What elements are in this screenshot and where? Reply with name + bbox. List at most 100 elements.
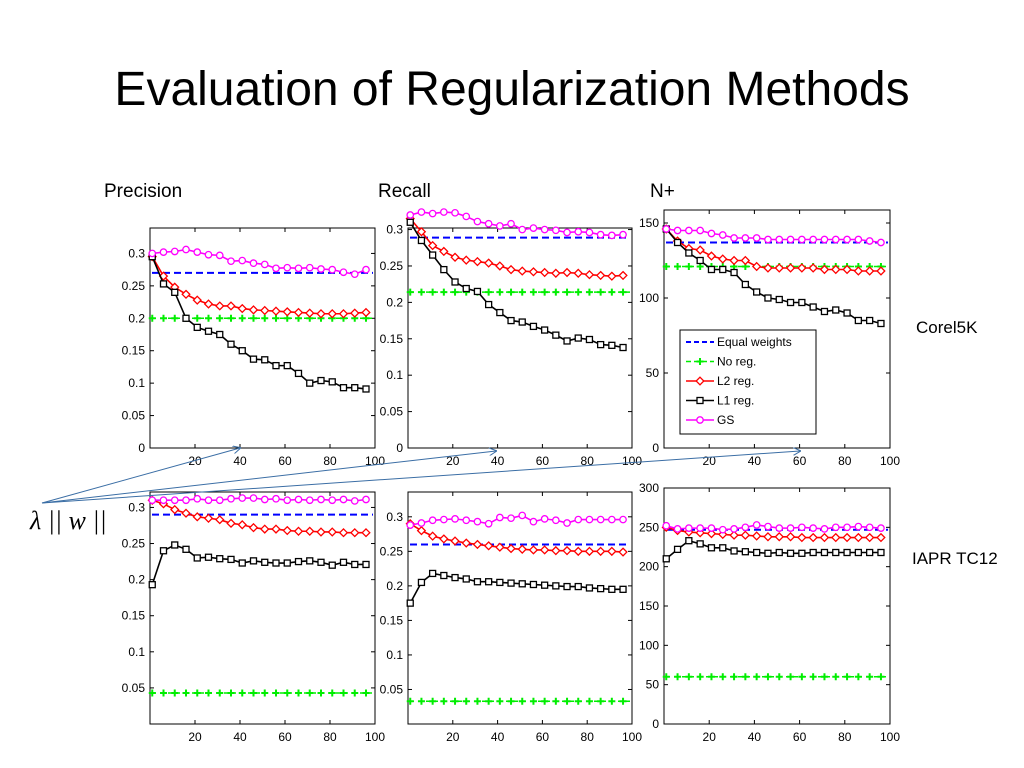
data-point <box>574 582 582 591</box>
data-point <box>261 314 269 322</box>
data-point <box>786 549 795 557</box>
data-point <box>853 532 864 543</box>
data-point <box>339 558 348 566</box>
data-point <box>416 525 427 536</box>
data-point <box>496 308 504 317</box>
data-point <box>316 527 326 537</box>
data-point <box>462 284 470 293</box>
series-l1-reg <box>662 225 885 328</box>
data-point <box>518 511 527 520</box>
data-point <box>293 526 304 536</box>
data-point <box>182 689 190 697</box>
y-tick-label: 0 <box>396 441 403 455</box>
lambda-arrows <box>41 448 800 504</box>
data-point <box>483 541 494 551</box>
data-point <box>496 697 504 705</box>
data-point <box>809 548 817 557</box>
series-no-reg <box>662 673 888 681</box>
x-tick-label: 100 <box>622 730 642 744</box>
y-tick-label: 0.2 <box>386 295 403 309</box>
data-point <box>563 288 571 296</box>
data-point <box>753 548 761 557</box>
data-point <box>752 234 761 242</box>
y-tick-label: 0.1 <box>386 368 403 382</box>
data-point <box>350 270 359 279</box>
data-point <box>462 575 470 583</box>
data-point <box>707 265 716 274</box>
data-point <box>832 673 840 681</box>
data-point <box>215 496 224 505</box>
data-point <box>529 517 538 526</box>
data-point <box>775 673 783 681</box>
x-tick-label: 80 <box>838 730 852 744</box>
data-point <box>607 231 616 240</box>
data-point <box>158 271 169 281</box>
data-point <box>764 549 772 557</box>
data-point <box>317 376 325 385</box>
x-tick-label: 40 <box>491 730 505 744</box>
data-point <box>573 268 583 278</box>
data-point <box>864 266 875 276</box>
series-gs <box>662 225 885 247</box>
data-point <box>238 314 246 322</box>
data-point <box>574 288 582 296</box>
data-point <box>338 527 349 538</box>
data-point <box>340 689 347 697</box>
lambda-arrow <box>41 451 800 504</box>
data-point <box>551 268 561 278</box>
data-point <box>809 303 817 311</box>
data-point <box>170 247 179 256</box>
data-point <box>685 537 693 545</box>
data-point <box>597 697 605 705</box>
data-point <box>282 307 292 317</box>
data-point <box>495 542 505 552</box>
data-point <box>563 582 571 591</box>
data-point <box>797 263 807 273</box>
data-point <box>696 673 704 681</box>
data-point <box>741 234 750 242</box>
data-point <box>461 255 471 265</box>
data-point <box>808 263 818 273</box>
data-point <box>317 495 325 504</box>
data-point <box>786 524 795 532</box>
data-point <box>775 235 784 244</box>
data-point <box>261 689 269 697</box>
data-point <box>305 308 315 318</box>
data-point <box>585 584 594 592</box>
data-point <box>429 288 437 296</box>
data-point <box>540 515 549 523</box>
series-l1-reg <box>148 541 370 589</box>
data-point <box>283 689 291 697</box>
series-l1-reg <box>406 569 627 607</box>
data-point <box>787 673 795 681</box>
data-point <box>552 697 560 705</box>
data-point <box>619 585 627 593</box>
data-point <box>473 697 481 705</box>
data-point <box>539 267 550 278</box>
data-point <box>729 530 739 540</box>
y-tick-label: 250 <box>639 520 659 534</box>
y-tick-label: 0.15 <box>380 332 404 346</box>
data-point <box>595 546 606 557</box>
data-point <box>843 235 851 244</box>
y-tick-label: 0.25 <box>380 544 404 558</box>
data-point <box>294 495 303 504</box>
y-tick-label: 0 <box>138 441 145 455</box>
data-point <box>450 536 460 546</box>
data-point <box>574 697 582 705</box>
data-point <box>272 361 280 370</box>
data-point <box>551 545 561 556</box>
data-point <box>317 558 325 566</box>
data-point <box>226 518 236 529</box>
data-point <box>260 305 270 316</box>
data-point <box>306 689 314 697</box>
x-tick-label: 40 <box>748 730 762 744</box>
data-point <box>215 251 224 260</box>
data-point <box>619 230 627 239</box>
data-point <box>406 288 414 296</box>
data-point <box>192 512 202 522</box>
chart-iapr-recall: 0.05 0.1 0.15 0.2 0.25 0.3 20 40 60 80 100 <box>380 491 642 744</box>
data-point <box>260 260 269 269</box>
data-point <box>729 255 739 266</box>
data-point <box>574 227 583 236</box>
